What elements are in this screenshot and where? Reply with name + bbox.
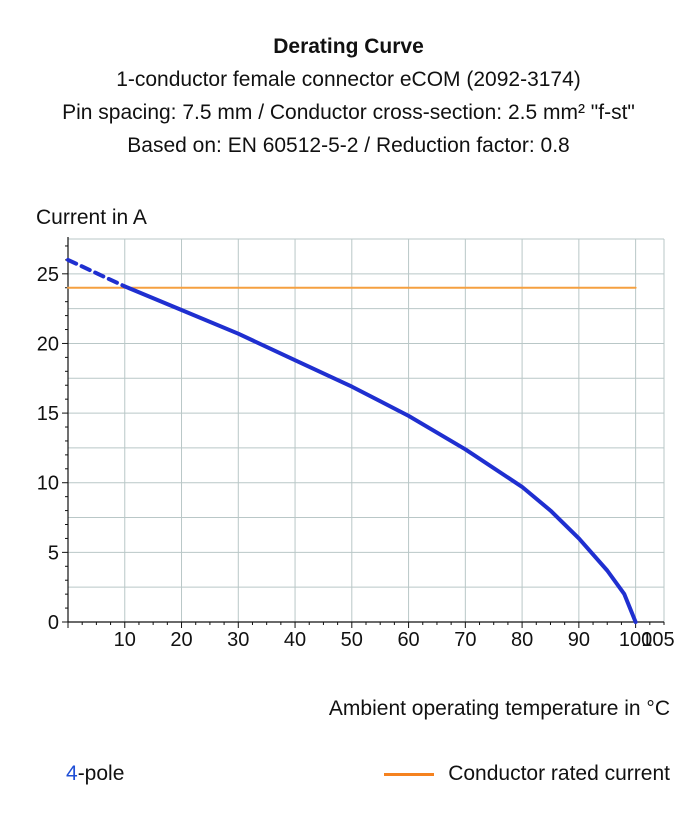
series-layer — [66, 257, 638, 624]
axis-layer — [62, 237, 665, 628]
y-tick-label: 0 — [48, 612, 59, 634]
x-tick-label: 90 — [568, 629, 590, 651]
x-tick-label: 80 — [511, 629, 533, 651]
legend-rated-label: Conductor rated current — [448, 762, 670, 785]
series-line-4-pole-dashed — [66, 257, 127, 289]
x-tick-label: 20 — [170, 629, 192, 651]
y-tick-label: 5 — [48, 542, 59, 564]
legend-pole-number: 4 — [66, 762, 78, 785]
y-tick-label: 25 — [37, 264, 59, 286]
y-tick-label: 20 — [37, 333, 59, 355]
y-tick-label: 15 — [37, 403, 59, 425]
legend-rated-swatch — [384, 772, 435, 776]
y-axis-label: Current in A — [36, 206, 147, 229]
x-tick-label: 70 — [454, 629, 476, 651]
series-line-4-pole — [122, 284, 638, 624]
x-tick-label: 100 — [619, 629, 652, 651]
chart-title: Derating Curve — [273, 35, 424, 58]
x-tick-label: 50 — [341, 629, 363, 651]
x-tick-label: 105 — [641, 629, 674, 651]
chart-subtitle-spacing: Pin spacing: 7.5 mm / Conductor cross-se… — [62, 101, 635, 124]
legend-4-pole: 4-pole — [66, 760, 124, 788]
x-tick-label: 10 — [114, 629, 136, 651]
legend-rated-current: Conductor rated current — [384, 760, 670, 788]
chart-subtitle-standard: Based on: EN 60512-5-2 / Reduction facto… — [127, 134, 570, 157]
legend-pole-label: -pole — [77, 762, 125, 785]
x-axis-label: Ambient operating temperature in °C — [329, 697, 670, 720]
x-tick-label: 60 — [397, 629, 419, 651]
x-tick-label: 40 — [284, 629, 306, 651]
grid-layer — [68, 238, 665, 622]
chart-subtitle-product: 1-conductor female connector eCOM (2092-… — [116, 68, 581, 91]
y-tick-label: 10 — [37, 473, 59, 495]
x-tick-label: 30 — [227, 629, 249, 651]
